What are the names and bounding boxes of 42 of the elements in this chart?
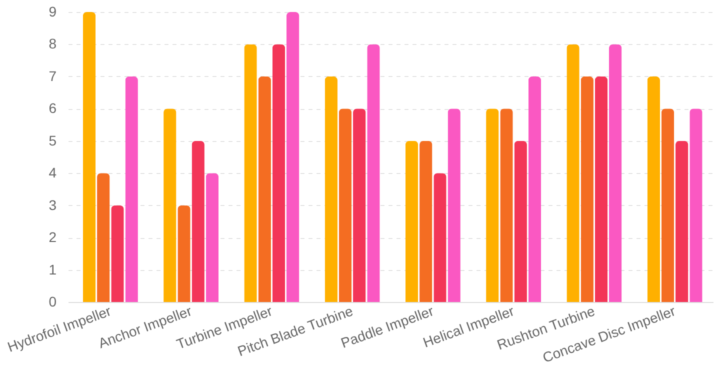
y-tick-label: 8: [48, 36, 57, 52]
bar: [500, 108, 513, 302]
y-tick-label: 2: [48, 229, 57, 246]
bar: [528, 76, 542, 302]
y-tick-label: 7: [48, 68, 57, 84]
bar: [367, 44, 380, 302]
y-tick-label: 1: [48, 261, 57, 278]
bar: [111, 205, 124, 302]
bar: [676, 140, 688, 302]
bar: [448, 108, 460, 302]
bar: [420, 140, 432, 302]
bar: [661, 108, 674, 302]
bar: [272, 44, 286, 302]
bar: [258, 76, 271, 302]
bar: [434, 173, 446, 302]
bar: [192, 140, 204, 302]
bar: [486, 108, 499, 302]
y-tick-label: 4: [48, 164, 57, 181]
bar: [608, 44, 622, 302]
bar: [286, 12, 300, 302]
bar: [338, 108, 352, 302]
y-tick-label: 3: [48, 196, 57, 213]
bar: [324, 76, 338, 302]
bar: [178, 205, 190, 302]
y-tick-label: 5: [48, 132, 57, 148]
bar: [125, 76, 138, 302]
bar: [514, 140, 527, 302]
bar: [647, 76, 660, 302]
bar: [580, 76, 594, 302]
bar: [405, 140, 418, 302]
bar: [164, 108, 176, 302]
bar: [566, 44, 580, 302]
bar: [244, 44, 257, 302]
bar: [97, 173, 110, 302]
y-tick-label: 0: [48, 294, 57, 310]
bar: [353, 108, 366, 302]
y-tick-label: 9: [48, 4, 57, 20]
bar: [690, 108, 702, 302]
bar: [594, 76, 608, 302]
bar: [82, 12, 96, 302]
bar: [206, 173, 219, 302]
y-tick-label: 6: [48, 100, 57, 116]
